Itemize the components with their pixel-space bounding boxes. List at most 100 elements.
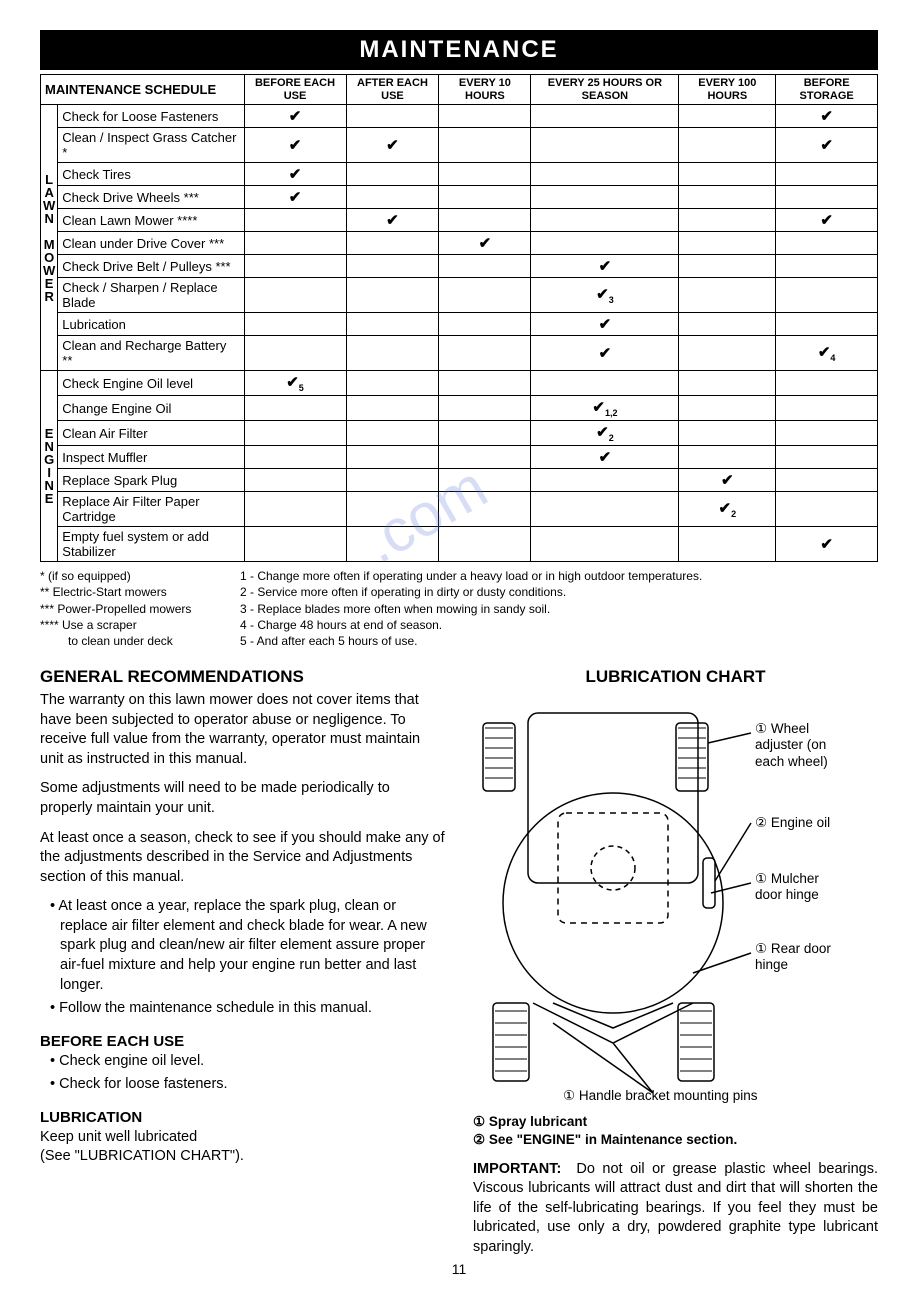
mark-cell: ✔ <box>439 232 531 255</box>
bullet-check-oil: Check engine oil level. <box>50 1052 445 1072</box>
fn-l-1: ** Electric-Start mowers <box>40 584 220 600</box>
mark-cell: ✔4 <box>776 336 878 371</box>
col-before-each-use: BEFORE EACH USE <box>244 75 346 105</box>
fn-l-2: *** Power-Propelled mowers <box>40 601 220 617</box>
mark-cell: ✔ <box>244 128 346 163</box>
mark-cell <box>679 313 776 336</box>
table-row: Clean Lawn Mower ****✔✔ <box>41 209 878 232</box>
mark-cell <box>776 446 878 469</box>
mark-cell <box>679 209 776 232</box>
heading-before-each-use: BEFORE EACH USE <box>40 1033 445 1050</box>
mark-cell <box>346 371 439 396</box>
heading-lub-chart: LUBRICATION CHART <box>473 667 878 687</box>
para-see-chart: (See "LUBRICATION CHART"). <box>40 1147 445 1167</box>
fn-l-0: * (if so equipped) <box>40 568 220 584</box>
mark-cell: ✔ <box>531 255 679 278</box>
mark-cell <box>531 527 679 562</box>
mark-cell <box>776 492 878 527</box>
mark-cell <box>439 313 531 336</box>
schedule-title: MAINTENANCE SCHEDULE <box>41 75 245 105</box>
table-row: Replace Spark Plug✔ <box>41 469 878 492</box>
table-row: Inspect Muffler✔ <box>41 446 878 469</box>
mark-cell <box>679 163 776 186</box>
task-cell: Clean and Recharge Battery ** <box>58 336 244 371</box>
callout-handle-bracket: ① Handle bracket mounting pins <box>563 1088 757 1104</box>
mark-cell <box>439 163 531 186</box>
mark-cell <box>439 421 531 446</box>
table-row: Clean and Recharge Battery ** ✔ ✔4 <box>41 336 878 371</box>
mark-cell: ✔ <box>679 469 776 492</box>
mark-cell <box>346 278 439 313</box>
table-row: Check Drive Belt / Pulleys *** ✔ <box>41 255 878 278</box>
mark-cell <box>439 105 531 128</box>
col-every-10: EVERY 10 HOURS <box>439 75 531 105</box>
mark-cell <box>439 278 531 313</box>
page-banner: MAINTENANCE <box>40 30 878 70</box>
category-label: ENGINE <box>41 371 58 562</box>
mark-cell <box>346 421 439 446</box>
mark-cell <box>679 186 776 209</box>
mark-cell <box>439 186 531 209</box>
mark-cell: ✔3 <box>531 278 679 313</box>
mark-cell <box>244 278 346 313</box>
task-cell: Replace Air Filter Paper Cartridge <box>58 492 244 527</box>
col-before-storage: BEFORE STORAGE <box>776 75 878 105</box>
footnotes-left: * (if so equipped) ** Electric-Start mow… <box>40 568 220 649</box>
table-row: Clean / Inspect Grass Catcher *✔✔✔ <box>41 128 878 163</box>
callout-wheel-adjuster: ① Wheel adjuster (on each wheel) <box>755 721 843 770</box>
mark-cell <box>244 492 346 527</box>
mark-cell: ✔1,2 <box>531 396 679 421</box>
mark-cell <box>531 371 679 396</box>
mark-cell <box>244 255 346 278</box>
legend-engine: ② See "ENGINE" in Maintenance section. <box>473 1131 878 1149</box>
fn-r-0: 1 - Change more often if operating under… <box>240 568 878 584</box>
table-row: Check Drive Wheels ***✔ <box>41 186 878 209</box>
mark-cell <box>439 128 531 163</box>
task-cell: Empty fuel system or add Stabilizer <box>58 527 244 562</box>
mark-cell <box>531 209 679 232</box>
para-warranty: The warranty on this lawn mower does not… <box>40 691 445 769</box>
mark-cell <box>679 255 776 278</box>
mark-cell <box>346 527 439 562</box>
mark-cell: ✔ <box>776 128 878 163</box>
mark-cell <box>776 421 878 446</box>
fn-r-4: 5 - And after each 5 hours of use. <box>240 633 878 649</box>
table-row: Check Tires✔ <box>41 163 878 186</box>
bullet-follow-schedule: Follow the maintenance schedule in this … <box>50 999 445 1019</box>
mark-cell <box>346 469 439 492</box>
mark-cell: ✔ <box>776 527 878 562</box>
mark-cell <box>346 186 439 209</box>
mark-cell <box>244 421 346 446</box>
task-cell: Inspect Muffler <box>58 446 244 469</box>
task-cell: Lubrication <box>58 313 244 336</box>
mark-cell: ✔ <box>346 128 439 163</box>
mark-cell <box>244 313 346 336</box>
mark-cell <box>439 255 531 278</box>
footnotes: * (if so equipped) ** Electric-Start mow… <box>40 568 878 649</box>
col-every-100: EVERY 100 HOURS <box>679 75 776 105</box>
mark-cell <box>776 396 878 421</box>
mark-cell <box>679 278 776 313</box>
fn-r-3: 4 - Charge 48 hours at end of season. <box>240 617 878 633</box>
mark-cell <box>776 469 878 492</box>
mark-cell <box>244 209 346 232</box>
mark-cell <box>679 128 776 163</box>
mark-cell: ✔ <box>244 163 346 186</box>
mark-cell <box>346 232 439 255</box>
mark-cell: ✔ <box>244 186 346 209</box>
callout-mulcher: ① Mulcher door hinge <box>755 871 843 903</box>
mark-cell: ✔ <box>346 209 439 232</box>
task-cell: Check Engine Oil level <box>58 371 244 396</box>
task-cell: Clean / Inspect Grass Catcher * <box>58 128 244 163</box>
mark-cell <box>531 186 679 209</box>
fn-r-1: 2 - Service more often if operating in d… <box>240 584 878 600</box>
mark-cell: ✔ <box>531 336 679 371</box>
para-adjustments: Some adjustments will need to be made pe… <box>40 779 445 818</box>
task-cell: Change Engine Oil <box>58 396 244 421</box>
mark-cell <box>531 232 679 255</box>
mark-cell <box>679 105 776 128</box>
legend-spray: ① Spray lubricant <box>473 1113 878 1131</box>
mark-cell <box>679 371 776 396</box>
task-cell: Check Drive Belt / Pulleys *** <box>58 255 244 278</box>
task-cell: Check Drive Wheels *** <box>58 186 244 209</box>
